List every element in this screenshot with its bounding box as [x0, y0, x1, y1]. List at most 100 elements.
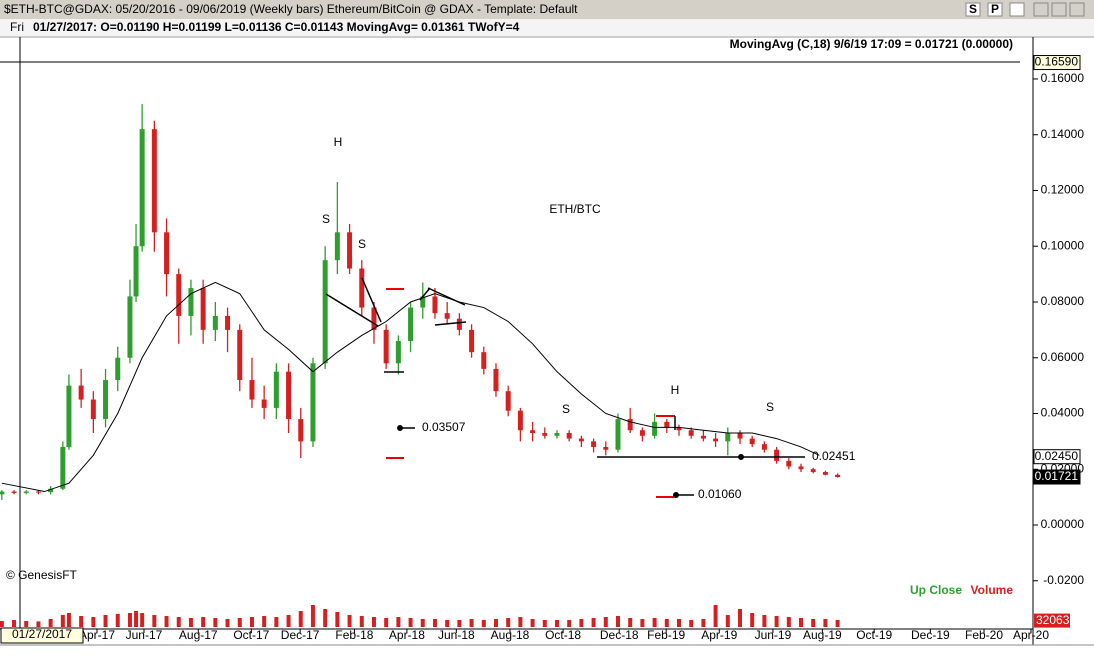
last-volume-label: 32063	[1036, 613, 1070, 627]
volume-bar	[323, 609, 328, 627]
volume-bar	[164, 616, 169, 627]
volume-bar	[445, 620, 450, 627]
cursor-date-box	[0, 627, 84, 644]
bar-info: 01/27/2017: O=0.01190 H=0.01199 L=0.0113…	[33, 20, 520, 34]
volume-bar	[359, 616, 364, 627]
price-marker-label: 0.01721	[1035, 469, 1079, 483]
candle-body	[78, 385, 84, 400]
volume-bar	[811, 619, 816, 627]
annotation: H	[671, 383, 680, 397]
candle-body	[334, 232, 340, 261]
volume-bar	[115, 614, 120, 627]
button[interactable]	[987, 2, 1003, 17]
candle-body	[237, 329, 243, 381]
x-tick-label: Apr-20	[1013, 628, 1049, 642]
legend-volume: Volume	[971, 583, 1014, 597]
candle-body	[505, 391, 511, 411]
price-marker-label: 0.02450	[1035, 449, 1079, 463]
candle-body	[164, 232, 170, 275]
volume-bar	[60, 615, 65, 627]
volume-bar	[615, 616, 620, 627]
volume-bar	[66, 613, 71, 627]
volume-bar	[786, 617, 791, 627]
candle-body	[127, 296, 133, 358]
candle-body	[420, 296, 426, 308]
candle-body	[481, 352, 487, 369]
candle-body	[432, 296, 438, 314]
volume-bar	[628, 618, 633, 627]
candle-body	[225, 315, 231, 330]
minimize-button[interactable]	[1033, 2, 1049, 17]
button-label[interactable]: S	[969, 2, 977, 16]
x-tick-label: Oct-17	[233, 628, 269, 642]
volume-bar	[24, 621, 29, 627]
x-tick-label: Feb-18	[335, 628, 373, 642]
volume-bar	[481, 620, 486, 627]
x-tick-label: Jun-17	[126, 628, 163, 642]
y-tick-label: 0.16000	[1041, 71, 1085, 85]
candle-body	[652, 421, 658, 436]
volume-bar	[225, 619, 230, 627]
annotation: 0.01060	[698, 487, 742, 501]
volume-bar	[310, 605, 315, 627]
candle-body	[749, 438, 755, 445]
volume-bar	[127, 613, 132, 627]
volume-bar	[249, 617, 254, 627]
volume-bar	[738, 609, 743, 627]
close-button[interactable]	[1069, 2, 1085, 17]
volume-bar	[652, 618, 657, 627]
candle-body	[11, 491, 17, 493]
candle-body	[273, 371, 279, 408]
annotation: S	[358, 237, 366, 251]
candle-body	[517, 410, 523, 431]
button[interactable]	[965, 2, 981, 17]
annotation: S	[766, 400, 774, 414]
volume-bar	[432, 619, 437, 627]
x-tick-label: Dec-19	[911, 628, 950, 642]
candle-body	[23, 491, 29, 493]
candle-body	[151, 129, 157, 233]
volume-bar	[567, 620, 572, 627]
candle-body	[456, 318, 462, 330]
x-tick-label: Apr-19	[701, 628, 737, 642]
volume-bar	[48, 619, 53, 627]
candle-body	[676, 427, 682, 431]
button-label[interactable]: P	[991, 2, 999, 16]
candle-body	[639, 430, 645, 436]
volume-bar	[201, 617, 206, 627]
volume-bar	[371, 617, 376, 627]
candle-body	[322, 260, 328, 364]
help-button[interactable]	[1009, 2, 1025, 17]
price-marker	[1033, 469, 1081, 485]
x-tick-label: Aug-18	[491, 628, 530, 642]
volume-bar	[152, 615, 157, 627]
candle-body	[249, 380, 255, 400]
ma-label: MovingAvg (C,18) 9/6/19 17:09 = 0.01721 …	[730, 37, 1013, 51]
anchor-dots	[397, 425, 744, 498]
candle-body	[115, 357, 121, 381]
candle-body	[35, 491, 41, 493]
x-tick-label: Apr-17	[79, 628, 115, 642]
volume-bar	[713, 605, 718, 627]
x-tick-label: Apr-18	[389, 628, 425, 642]
x-tick-label: Dec-17	[281, 628, 320, 642]
volume-bar	[518, 617, 523, 627]
annotation: S	[322, 212, 330, 226]
volume-bar	[676, 619, 681, 627]
candle-body	[395, 341, 401, 364]
y-tick-label: 0.08000	[1041, 294, 1085, 308]
y-tick-label: 0.12000	[1041, 183, 1085, 197]
candle-body	[493, 368, 499, 392]
y-tick-label: 0.04000	[1041, 406, 1085, 420]
day-label: Fri	[10, 20, 24, 34]
candle-body	[139, 129, 145, 247]
volume-bar	[408, 618, 413, 627]
candle-body	[615, 419, 621, 450]
volume-bar	[469, 619, 474, 627]
maximize-button[interactable]	[1051, 2, 1067, 17]
candle-body	[383, 329, 389, 364]
candle-body	[566, 433, 572, 439]
volume-bar	[420, 619, 425, 627]
volume-bar	[591, 618, 596, 627]
